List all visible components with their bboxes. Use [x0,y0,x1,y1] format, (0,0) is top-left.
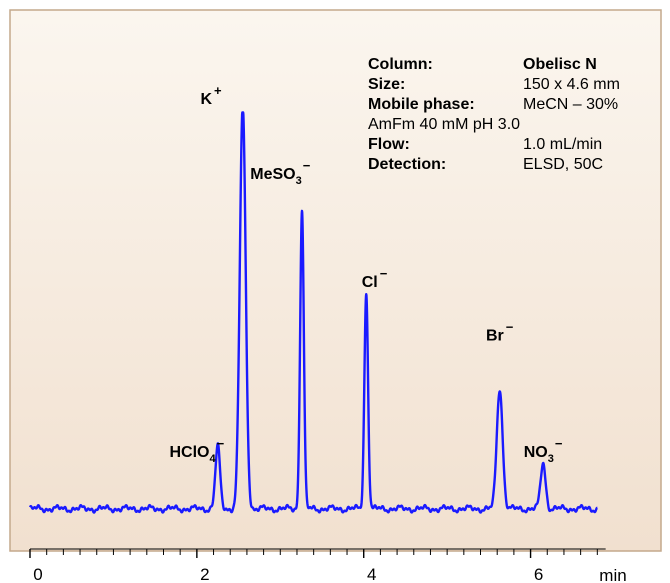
info-label: Column: [368,56,433,73]
info-value: 150 x 4.6 mm [523,76,620,93]
plot-frame [9,9,662,552]
peak-labels: HClO4− K+ MeSO3− Cl− Br− NO3− [169,83,562,465]
info-value: Obelisc N [523,56,597,73]
info-label: Mobile phase: [368,96,475,113]
peak-label: Br− [486,320,514,345]
x-tick-label: 0 [33,565,42,583]
peak-label: HClO4− [169,436,224,465]
x-tick-label: 2 [200,565,209,583]
x-axis: 0 2 4 6 min [29,548,627,583]
peak-label: MeSO3− [250,158,310,187]
x-tick-label: 6 [534,565,543,583]
info-value: ELSD, 50C [523,156,603,173]
peak-label: NO3− [524,436,563,465]
info-label: Flow: [368,136,410,153]
info-value: 1.0 mL/min [523,136,602,153]
peak-label: Cl− [362,266,388,291]
info-label: Detection: [368,156,446,173]
trace-group [28,111,599,514]
chromatogram-trace [28,111,599,514]
conditions-table: Column: Obelisc N Size: 150 x 4.6 mm Mobile … [368,56,620,173]
x-tick-label: 4 [367,565,376,583]
peak-label: K+ [200,83,222,108]
info-label: Size: [368,76,405,93]
x-axis-unit: min [599,566,626,583]
info-value: MeCN – 30% [523,96,618,113]
info-value: AmFm 40 mM pH 3.0 [368,116,520,133]
